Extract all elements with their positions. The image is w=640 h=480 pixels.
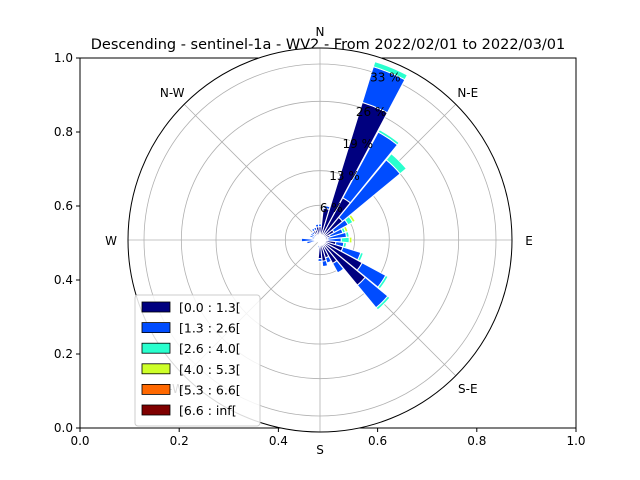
- windrose-bar-segment: [331, 259, 345, 274]
- x-tick-label: 1.0: [566, 434, 585, 448]
- windrose-bar-segment: [348, 214, 356, 223]
- radial-tick-label: 13 %: [329, 169, 360, 183]
- legend-label: [6.6 : inf[: [179, 403, 237, 418]
- direction-label: E: [525, 234, 533, 248]
- windrose-bar-segment: [317, 258, 323, 262]
- legend-swatch: [141, 322, 171, 334]
- windrose-bars: [300, 60, 409, 311]
- radial-tick-label: 26 %: [356, 105, 387, 119]
- x-tick-label: 0.8: [467, 434, 486, 448]
- radial-tick-label: 19 %: [343, 137, 374, 151]
- windrose-bar-segment: [377, 274, 389, 290]
- windrose-bar-segment: [300, 237, 316, 243]
- direction-label: S-E: [458, 382, 478, 396]
- windrose-bar-segment: [348, 236, 353, 244]
- direction-label: N: [316, 25, 325, 39]
- legend-label: [0.0 : 1.3[: [179, 300, 241, 315]
- y-tick-label: 1.0: [54, 51, 73, 65]
- legend-label: [4.0 : 5.3[: [179, 362, 241, 377]
- legend-swatch: [141, 342, 171, 354]
- x-tick-label: 0.0: [70, 434, 89, 448]
- background-axes-ticks: 0.0 0.2 0.4 0.6 0.8 1.0 0.0 0.2 0.4 0.6 0.8 1.0: [54, 51, 586, 448]
- x-tick-label: 0.6: [368, 434, 387, 448]
- radial-tick-labels: 6 % 13 % 19 % 26 % 33 %: [320, 70, 401, 215]
- angular-grid-spoke: [183, 103, 321, 241]
- windrose-bar-segment: [317, 244, 321, 249]
- legend: [0.0 : 1.3[ [1.3 : 2.6[ [2.6 : 4.0[ [4.0 : …: [134, 294, 261, 427]
- y-tick-label: 0.2: [54, 347, 73, 361]
- windrose-bar-segment: [385, 152, 408, 175]
- legend-swatch: [141, 301, 171, 313]
- legend-label: [1.3 : 2.6[: [179, 321, 241, 336]
- y-tick-label: 0.4: [54, 273, 73, 287]
- windrose-bar-segment: [375, 295, 391, 311]
- legend-swatch: [141, 363, 171, 375]
- legend-swatch: [141, 404, 171, 416]
- radial-tick-label: 6 %: [320, 201, 343, 215]
- direction-label: S: [316, 443, 324, 457]
- polar-outline: [127, 47, 513, 433]
- direction-label: W: [105, 234, 117, 248]
- x-tick-label: 0.4: [269, 434, 288, 448]
- chart-title: Descending - sentinel-1a - WV2 - From 20…: [91, 37, 566, 53]
- direction-label: N-E: [457, 86, 478, 100]
- legend-swatch: [141, 383, 171, 395]
- radial-tick-label: 33 %: [370, 70, 401, 84]
- windrose-bar-segment: [344, 230, 350, 238]
- direction-label: N-W: [160, 86, 185, 100]
- y-tick-label: 0.6: [54, 199, 73, 213]
- legend-label: [2.6 : 4.0[: [179, 341, 241, 356]
- windrose-bar-segment: [314, 223, 320, 228]
- windrose-bar-segment: [321, 259, 329, 268]
- windrose-bar-segment: [372, 60, 409, 81]
- windrose-bar-segment: [377, 129, 400, 146]
- y-tick-label: 0.8: [54, 125, 73, 139]
- y-tick-label: 0.0: [54, 421, 73, 435]
- x-tick-label: 0.2: [170, 434, 189, 448]
- legend-label: [5.3 : 6.6[: [179, 382, 241, 397]
